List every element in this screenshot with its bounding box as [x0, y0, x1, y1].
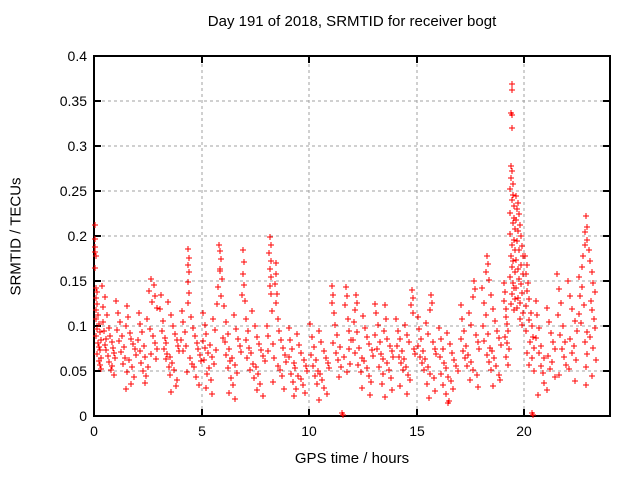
y-tick-label: 0.3 — [67, 138, 87, 154]
y-tick-label: 0.1 — [67, 318, 87, 334]
y-tick-label: 0.2 — [67, 228, 87, 244]
y-tick-label: 0.05 — [59, 363, 87, 379]
data-points — [92, 81, 599, 418]
x-tick-label: 20 — [516, 423, 532, 439]
plot-border — [93, 55, 611, 417]
y-tick-label: 0.4 — [67, 48, 87, 64]
tick-marks — [93, 55, 610, 417]
x-axis-label: GPS time / hours — [294, 450, 410, 467]
x-tick-label: 15 — [409, 423, 425, 439]
x-tick-label: 10 — [301, 423, 317, 439]
y-tick-label: 0.35 — [59, 93, 87, 109]
y-tick-label: 0.25 — [59, 183, 87, 199]
grid-lines — [96, 58, 608, 414]
y-tick-label: 0.15 — [59, 273, 87, 289]
x-tick-label: 0 — [90, 423, 98, 439]
chart-title: Day 191 of 2018, SRMTID for receiver bog… — [207, 13, 497, 30]
x-tick-label: 5 — [198, 423, 206, 439]
y-tick-label: 0 — [79, 408, 87, 424]
